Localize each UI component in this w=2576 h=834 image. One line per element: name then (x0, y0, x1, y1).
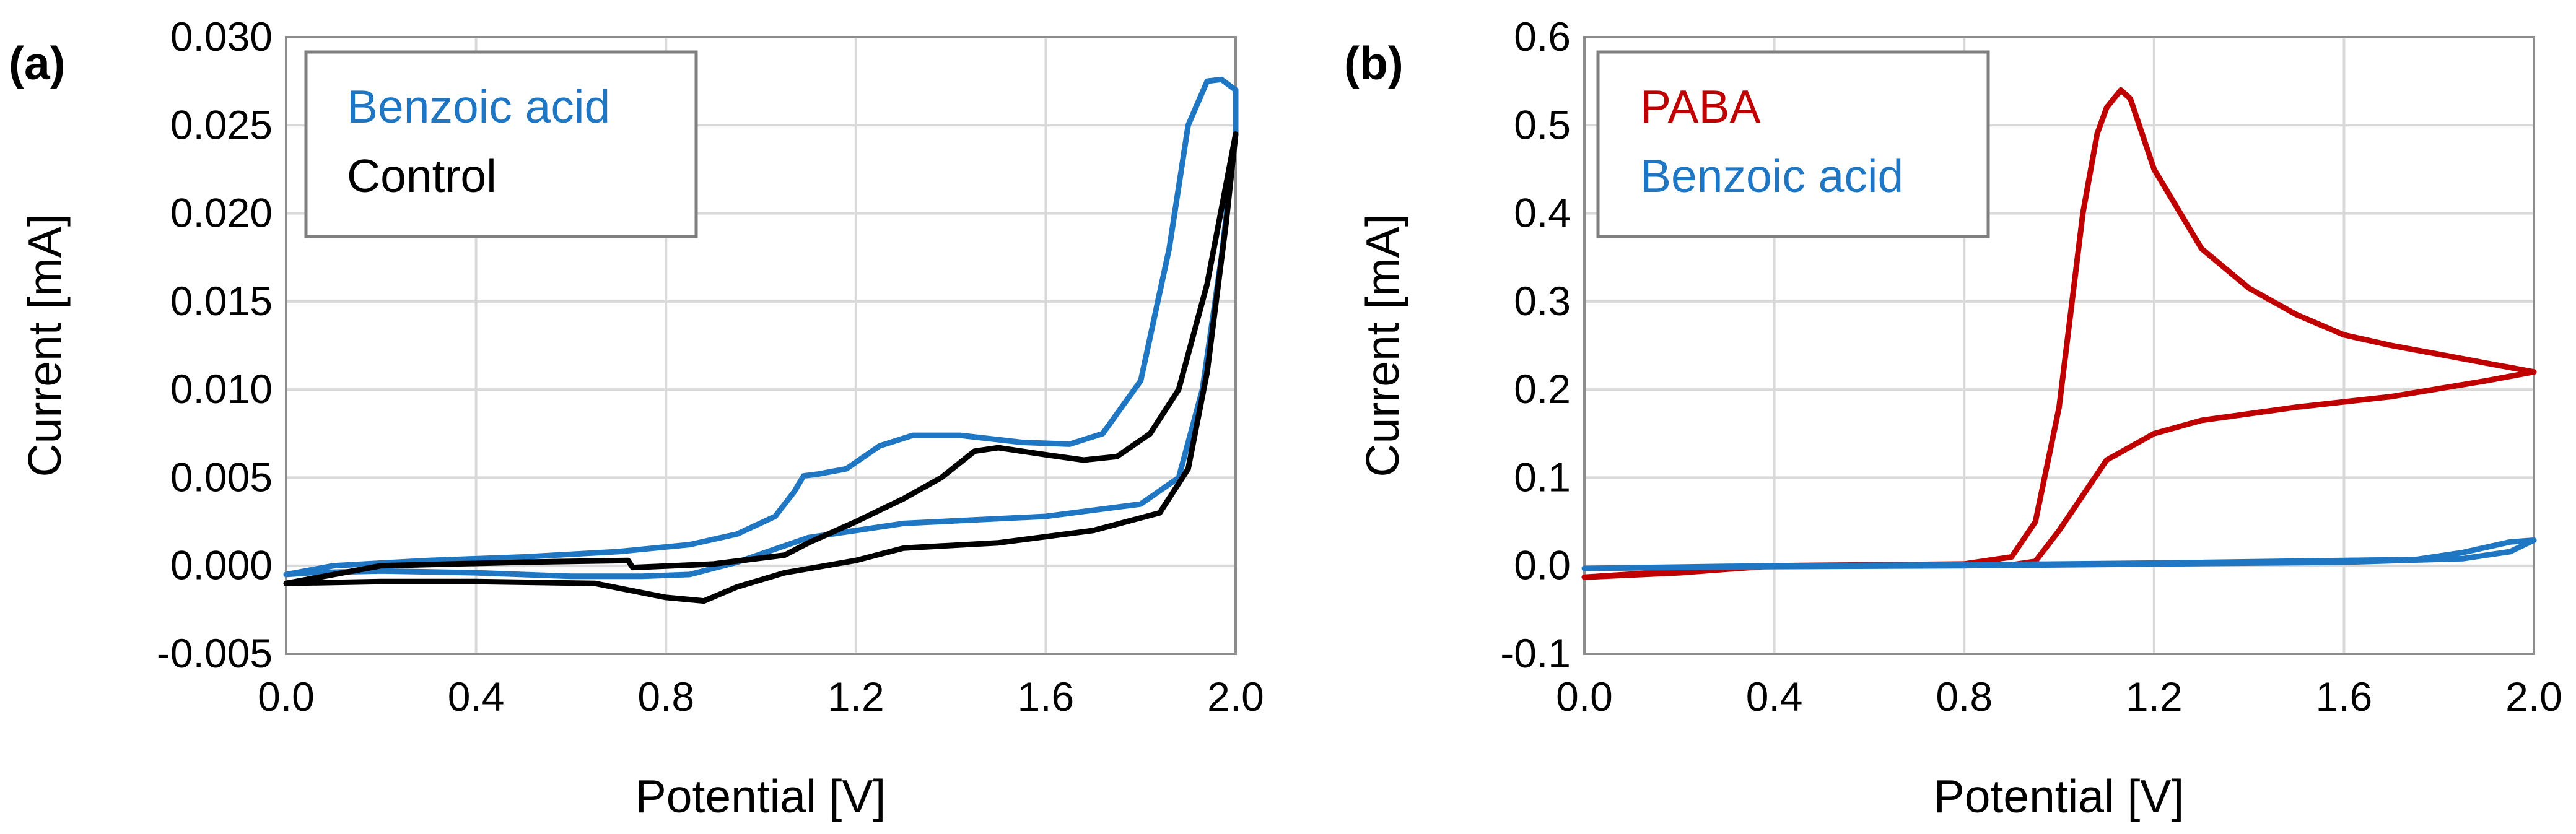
panel-b-y-axis-label: Current [mA] (1356, 214, 1408, 477)
panel-a-x-tick-label: 0.0 (258, 674, 315, 719)
panel-a-y-tick-labels: -0.005 0.000 0.005 0.010 0.015 0.020 0.025 0.03… (157, 14, 273, 676)
panel-b-x-axis-label: Potential [V] (1934, 770, 2184, 822)
panel-a-x-tick-label: 1.6 (1018, 674, 1075, 719)
panel-b-y-tick-label: -0.1 (1500, 630, 1571, 676)
panel-b-series-paba (1581, 87, 2537, 580)
panel-a-y-tick-label: 0.000 (170, 542, 273, 588)
panel-a-y-tick-label: 0.005 (170, 454, 273, 500)
panel-a-y-tick-label: 0.015 (170, 278, 273, 324)
panel-a-y-tick-label: 0.010 (170, 366, 273, 412)
panel-a-x-tick-label: 0.8 (637, 674, 694, 719)
panel-a-x-axis-label: Potential [V] (635, 770, 886, 822)
panel-b-y-tick-label: 0.3 (1514, 278, 1571, 324)
panel-a-y-axis-label: Current [mA] (19, 214, 71, 477)
panel-b-x-tick-labels: 0.0 0.4 0.8 1.2 1.6 2.0 (1556, 674, 2562, 719)
panel-a-y-tick-label: 0.030 (170, 14, 273, 59)
panel-a-curves (283, 76, 1239, 604)
panel-b-y-tick-labels: -0.1 0.0 0.1 0.2 0.3 0.4 0.5 0.6 (1500, 14, 1571, 676)
panel-a-series-benzoic-acid (283, 76, 1239, 580)
panel-b-legend-box (1596, 50, 1990, 238)
panel-b-legend: PABA Benzoic acid (1596, 50, 1990, 238)
panel-b-x-tick-label: 0.4 (1746, 674, 1803, 719)
panel-a-y-tick-label: 0.020 (170, 190, 273, 236)
panel-a-y-tick-label: 0.025 (170, 102, 273, 147)
panel-b-series-benzoic-acid (1581, 537, 2537, 571)
panel-b-tag: (b) (1344, 37, 1404, 89)
panel-a-x-tick-labels: 0.0 0.4 0.8 1.2 1.6 2.0 (258, 674, 1264, 719)
panel-a-tag: (a) (9, 37, 66, 89)
panel-a-legend-entry-control: Control (347, 150, 497, 202)
panel-b-curves (1581, 87, 2537, 580)
panel-b-x-tick-label: 1.2 (2126, 674, 2183, 719)
panel-a-legend: Benzoic acid Control (304, 50, 698, 238)
panel-a-y-tick-label: -0.005 (157, 630, 273, 676)
panel-b-x-tick-label: 0.0 (1556, 674, 1613, 719)
panel-a-x-tick-label: 0.4 (448, 674, 505, 719)
panel-b-x-tick-label: 1.6 (2316, 674, 2373, 719)
panel-b-y-tick-label: 0.0 (1514, 542, 1571, 588)
panel-b-plot-frame (1583, 36, 2535, 655)
panel-b: (b) -0.10.00.10.20.30.40.50.6 0.0 0.4 0.8 1… (1344, 14, 2562, 822)
panel-b-y-tick-label: 0.6 (1514, 14, 1571, 59)
panel-a-legend-box (304, 50, 698, 238)
panel-b-y-tick-label: 0.2 (1514, 366, 1571, 412)
panel-b-y-tick-label: 0.1 (1514, 454, 1571, 500)
panel-a-x-tick-label: 2.0 (1207, 674, 1264, 719)
panel-a-x-tick-label: 1.2 (827, 674, 884, 719)
panel-b-y-tick-label: 0.4 (1514, 190, 1571, 236)
panel-b-y-tick-label: 0.5 (1514, 102, 1571, 147)
panel-b-legend-entry-paba: PABA (1640, 80, 1761, 132)
panel-b-legend-entry-benzoic-acid: Benzoic acid (1640, 150, 1903, 202)
panel-a-series-control (283, 131, 1239, 604)
panel-a-plot-frame (285, 36, 1237, 655)
panel-b-x-tick-label: 0.8 (1936, 674, 1993, 719)
panel-b-x-tick-label: 2.0 (2505, 674, 2562, 719)
panel-a: (a) -0.005 0.000 0.005 0.010 0.015 0.020 0.025… (9, 14, 1264, 822)
panel-a-legend-entry-benzoic-acid: Benzoic acid (347, 80, 610, 132)
